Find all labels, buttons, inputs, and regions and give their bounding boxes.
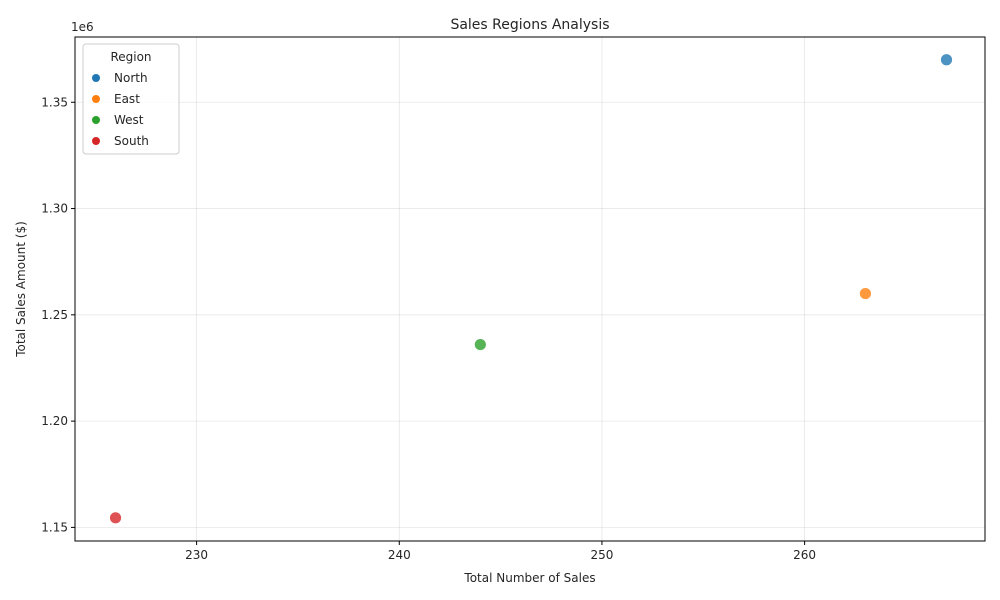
data-point-north [940, 53, 953, 67]
data-point-east [859, 287, 872, 300]
y-tick-label: 1.20 [41, 414, 68, 428]
legend-label-west: West [114, 113, 144, 127]
y-tick-label: 1.30 [41, 202, 68, 216]
axis-ticks: 230 240 250 260 1.15 1.20 1.25 1.30 1.35 [41, 95, 816, 562]
y-tick-label: 1.15 [41, 520, 68, 534]
legend-title: Region [110, 50, 151, 64]
y-tick-label: 1.25 [41, 308, 68, 322]
x-tick-label: 230 [185, 548, 208, 562]
legend-label-north: North [114, 71, 148, 85]
legend-marker-east [92, 95, 100, 103]
data-point-south [109, 511, 122, 525]
legend-marker-west [92, 116, 100, 124]
legend-box [82, 43, 180, 155]
legend-items: North East West South [92, 71, 149, 148]
legend-label-east: East [114, 92, 140, 106]
chart-title: Sales Regions Analysis [450, 17, 609, 33]
y-axis-label: Total Sales Amount ($) [14, 221, 28, 358]
data-point-west [473, 338, 487, 351]
data-points [109, 53, 953, 525]
y-axis-offset-label: 1e6 [71, 20, 94, 34]
y-tick-label: 1.35 [41, 95, 68, 109]
grid [75, 37, 985, 541]
x-axis-label: Total Number of Sales [463, 571, 595, 585]
x-tick-label: 260 [793, 548, 816, 562]
legend-label-south: South [114, 134, 149, 148]
legend: Region North East West South [82, 43, 180, 155]
x-tick-label: 240 [388, 548, 411, 562]
x-tick-label: 250 [590, 548, 613, 562]
plot-frame [74, 36, 986, 542]
legend-marker-north [92, 74, 100, 82]
legend-marker-south [92, 137, 100, 145]
